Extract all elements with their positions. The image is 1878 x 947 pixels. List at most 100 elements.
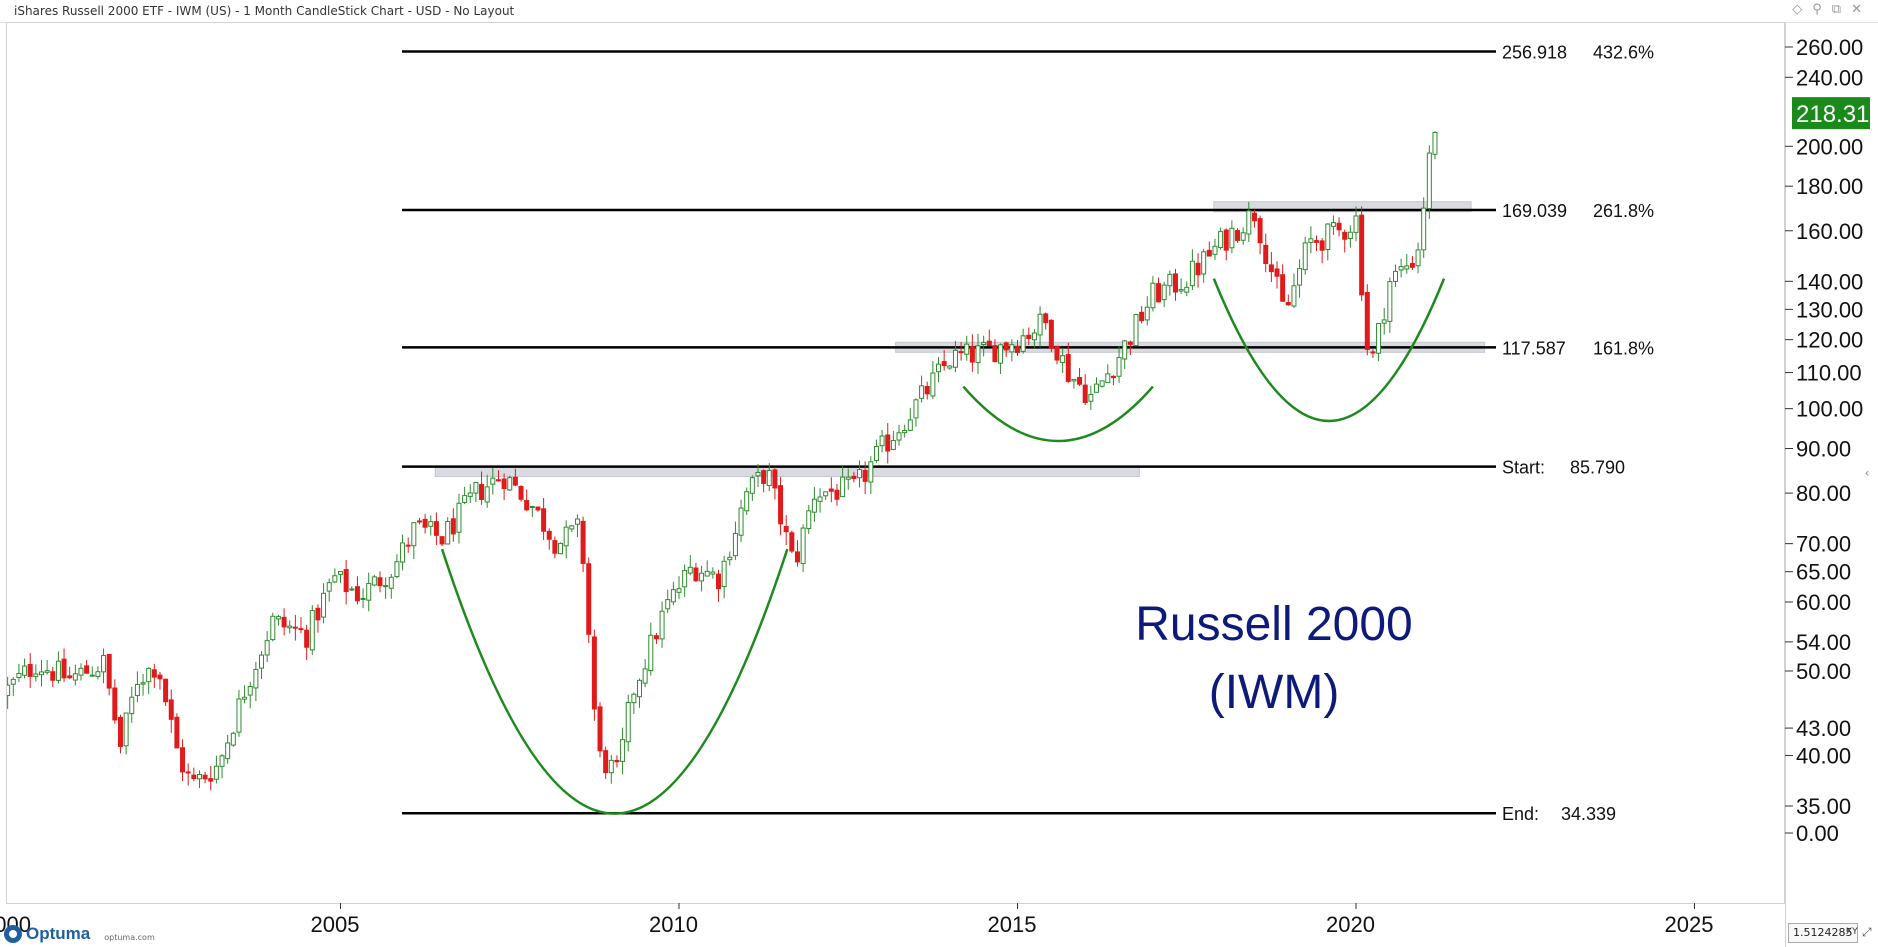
candle-down xyxy=(1257,215,1263,255)
candle-down xyxy=(1409,255,1415,271)
candle-body xyxy=(580,520,586,564)
level-name-label: Start: xyxy=(1502,458,1545,478)
candle-down xyxy=(552,536,558,559)
candle-body xyxy=(213,765,219,780)
candles xyxy=(7,131,1438,791)
diamond-icon[interactable]: ◇ xyxy=(1792,2,1803,17)
candle-body xyxy=(608,759,614,774)
candle-up xyxy=(123,712,129,755)
y-tick-label: 70.00 xyxy=(1796,532,1851,557)
candle-body xyxy=(428,521,434,527)
pattern-arc-0 xyxy=(440,548,789,815)
restore-icon[interactable]: ⧉ xyxy=(1831,2,1842,17)
candle-body xyxy=(1404,265,1410,270)
candle-body xyxy=(1127,341,1133,345)
candle-body xyxy=(1037,313,1043,336)
candle-up xyxy=(89,666,95,677)
candle-up xyxy=(1376,323,1382,362)
candle-up xyxy=(529,505,535,517)
candle-down xyxy=(603,746,609,779)
expand-icon[interactable]: ⤢ xyxy=(1862,925,1872,939)
candle-body xyxy=(242,696,248,700)
candle-down xyxy=(969,334,975,372)
candle-body xyxy=(1060,355,1066,363)
candle-up xyxy=(1330,215,1336,235)
candle-down xyxy=(191,767,197,782)
candle-body xyxy=(50,671,56,681)
candle-up xyxy=(1071,378,1077,389)
candle-up xyxy=(682,564,688,597)
candle-up xyxy=(309,605,315,655)
candle-up xyxy=(1150,276,1156,312)
candle-up xyxy=(7,676,11,709)
candle-body xyxy=(422,518,428,528)
candle-up xyxy=(648,622,654,676)
optuma-site-text: optuma.com xyxy=(104,932,155,942)
candle-body xyxy=(699,572,705,582)
y-tick-label: 260.00 xyxy=(1796,35,1863,60)
candle-body xyxy=(1330,222,1336,227)
candle-body xyxy=(146,667,152,683)
scale-value-box[interactable]: 1.5124285 xyxy=(1788,923,1858,943)
candle-body xyxy=(140,682,146,685)
candle-body xyxy=(811,498,817,513)
candle-down xyxy=(1077,367,1083,387)
candle-body xyxy=(287,625,293,629)
candle-down xyxy=(789,530,795,554)
candle-up xyxy=(670,581,676,606)
candle-body xyxy=(490,477,496,485)
candle-body xyxy=(518,485,524,500)
collapse-arrow-icon[interactable]: ‹ xyxy=(1864,466,1870,480)
candle-body xyxy=(1274,268,1280,277)
candle-down xyxy=(591,629,597,721)
plot-area[interactable] xyxy=(6,50,1496,815)
candle-up xyxy=(1088,385,1094,411)
candle-body xyxy=(360,597,366,600)
candle-body xyxy=(456,502,462,533)
candle-body xyxy=(1426,152,1432,210)
candle-up xyxy=(811,487,817,522)
candle-down xyxy=(1314,235,1320,251)
candle-body xyxy=(44,670,50,673)
xy-button[interactable]: XY xyxy=(1846,927,1858,937)
candle-body xyxy=(467,492,473,497)
candle-up xyxy=(699,565,705,592)
y-tick-label: 60.00 xyxy=(1796,590,1851,615)
candle-body xyxy=(862,470,868,482)
pin-icon[interactable]: ⚲ xyxy=(1812,2,1822,17)
chart-frame[interactable] xyxy=(6,22,1785,904)
close-icon[interactable]: ✕ xyxy=(1851,2,1862,17)
candle-down xyxy=(1206,241,1212,257)
candle-body xyxy=(1291,285,1297,307)
candle-up xyxy=(270,612,276,642)
candle-body xyxy=(1139,311,1145,322)
candle-body xyxy=(1178,289,1184,292)
candle-body xyxy=(1229,227,1235,249)
candle-up xyxy=(1415,242,1421,274)
candle-up xyxy=(930,361,936,400)
candle-down xyxy=(1342,229,1348,253)
candle-body xyxy=(558,542,564,555)
candle-body xyxy=(1116,357,1122,377)
candle-up xyxy=(732,521,738,560)
last-price-badge xyxy=(1792,97,1870,130)
candle-body xyxy=(1246,210,1252,235)
candle-down xyxy=(185,763,191,786)
candle-down xyxy=(1285,294,1291,306)
candle-down xyxy=(50,666,56,687)
y-axis[interactable]: 260.00 240.00 200.00 180.00 160.00 140.00 130.… xyxy=(1785,35,1863,846)
candle-body xyxy=(101,655,107,673)
candle-body xyxy=(1308,238,1314,243)
candle-up xyxy=(1347,225,1353,248)
candle-body xyxy=(1020,335,1026,352)
candle-body xyxy=(185,771,191,774)
candle-up xyxy=(896,424,902,446)
candle-body xyxy=(1285,302,1291,306)
candle-up xyxy=(78,663,84,681)
candle-body xyxy=(338,570,343,575)
candle-body xyxy=(574,518,580,525)
candle-down xyxy=(174,713,180,749)
candle-down xyxy=(354,576,360,605)
candle-up xyxy=(823,491,829,500)
